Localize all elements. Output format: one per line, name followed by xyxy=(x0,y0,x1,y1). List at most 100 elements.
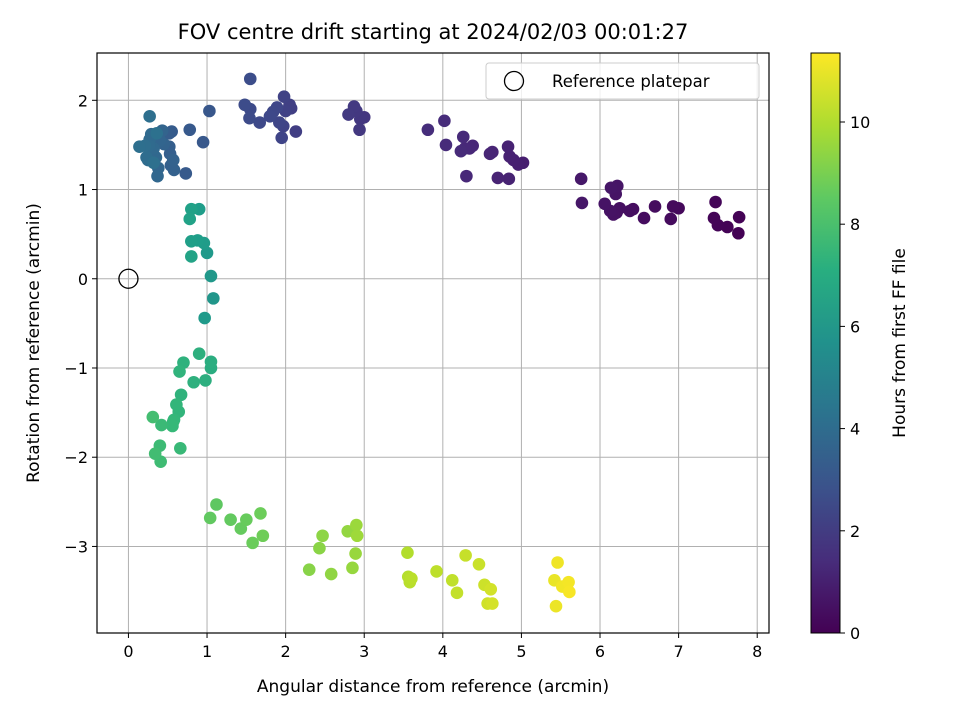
data-point xyxy=(170,398,183,411)
data-point xyxy=(166,153,180,167)
x-tick-label: 2 xyxy=(281,642,291,661)
data-point xyxy=(401,546,414,559)
data-point xyxy=(133,140,146,153)
data-point xyxy=(224,513,237,526)
data-point xyxy=(405,572,418,585)
data-point xyxy=(199,374,212,387)
data-point xyxy=(147,156,160,170)
data-point xyxy=(648,200,662,213)
data-point xyxy=(174,441,187,455)
legend-marker-icon xyxy=(503,70,525,92)
data-point xyxy=(146,410,160,424)
data-point xyxy=(439,138,453,152)
data-point xyxy=(472,557,486,571)
plot-frame xyxy=(96,52,770,634)
data-point xyxy=(501,140,515,153)
data-point xyxy=(721,220,734,234)
data-point xyxy=(341,524,355,538)
data-point xyxy=(549,599,563,613)
data-point xyxy=(273,116,286,129)
data-point xyxy=(155,418,168,432)
data-point xyxy=(454,144,468,158)
data-point xyxy=(486,597,499,610)
legend-entry-reference: Reference platepar xyxy=(552,72,710,91)
data-point xyxy=(324,567,338,581)
data-point xyxy=(316,529,329,543)
data-point xyxy=(491,171,505,185)
y-tick-label: −2 xyxy=(64,448,88,467)
data-point xyxy=(174,388,188,402)
y-tick-label: −3 xyxy=(64,537,88,556)
data-point xyxy=(346,561,359,575)
colorbar-ticks: 0 2 4 6 8 10 xyxy=(840,113,870,643)
reference-marker xyxy=(118,268,139,289)
x-tick-label: 6 xyxy=(595,642,605,661)
data-point xyxy=(623,204,637,218)
data-point xyxy=(459,549,472,562)
data-point xyxy=(183,123,197,137)
data-point xyxy=(275,131,289,145)
data-point xyxy=(484,582,498,596)
x-axis-title: Angular distance from reference (arcmin) xyxy=(257,677,609,697)
data-point xyxy=(277,90,291,104)
y-axis-ticks: −3 −2 −1 0 1 2 xyxy=(64,91,97,556)
data-point xyxy=(313,541,326,555)
data-points xyxy=(133,72,746,613)
data-point xyxy=(342,108,355,121)
data-point xyxy=(204,269,218,283)
data-point xyxy=(349,547,362,560)
data-point xyxy=(200,246,214,260)
data-point xyxy=(350,518,363,532)
data-point xyxy=(709,195,722,209)
data-point xyxy=(148,447,162,460)
colorbar-gradient xyxy=(810,52,841,634)
data-point xyxy=(575,196,589,210)
data-point xyxy=(143,110,156,123)
data-point xyxy=(263,110,277,123)
data-point xyxy=(732,210,746,224)
data-point xyxy=(438,114,451,128)
data-point xyxy=(198,311,211,325)
data-point xyxy=(421,123,435,137)
y-axis-title: Rotation from reference (arcmin) xyxy=(24,203,44,483)
data-point xyxy=(243,72,257,86)
x-tick-label: 5 xyxy=(516,642,526,661)
y-tick-label: −1 xyxy=(64,359,88,378)
x-axis-ticks: 0 1 2 3 4 5 6 7 8 xyxy=(123,633,762,661)
data-point xyxy=(179,167,193,180)
data-point xyxy=(353,123,366,137)
data-point xyxy=(238,98,252,112)
data-point xyxy=(203,104,216,118)
data-point xyxy=(246,536,259,550)
colorbar-tick-label: 2 xyxy=(850,522,860,541)
data-point xyxy=(254,507,267,520)
x-tick-label: 1 xyxy=(202,642,212,661)
data-point xyxy=(350,529,364,543)
data-point xyxy=(196,135,210,149)
data-point xyxy=(666,200,680,213)
data-point xyxy=(151,169,164,183)
data-point xyxy=(562,575,575,589)
data-point xyxy=(256,529,270,543)
data-point xyxy=(732,226,745,240)
data-point xyxy=(210,498,223,511)
data-point xyxy=(503,150,516,163)
data-point xyxy=(204,355,218,369)
data-point xyxy=(253,116,266,129)
data-point xyxy=(289,125,303,138)
x-tick-label: 0 xyxy=(123,642,133,661)
chart-title: FOV centre drift starting at 2024/02/03 … xyxy=(178,20,689,44)
data-point xyxy=(430,565,443,578)
x-tick-label: 4 xyxy=(438,642,448,661)
x-tick-label: 7 xyxy=(674,642,684,661)
data-point xyxy=(203,511,217,525)
data-point xyxy=(551,556,564,569)
y-tick-label: 1 xyxy=(78,181,88,200)
data-point xyxy=(192,347,206,361)
data-point xyxy=(445,574,459,587)
data-point xyxy=(707,211,721,225)
reference-point xyxy=(118,268,139,289)
colorbar: 0 2 4 6 8 10 Hours from first FF file xyxy=(810,52,910,643)
data-point xyxy=(456,130,470,144)
colorbar-tick-label: 8 xyxy=(850,215,860,234)
